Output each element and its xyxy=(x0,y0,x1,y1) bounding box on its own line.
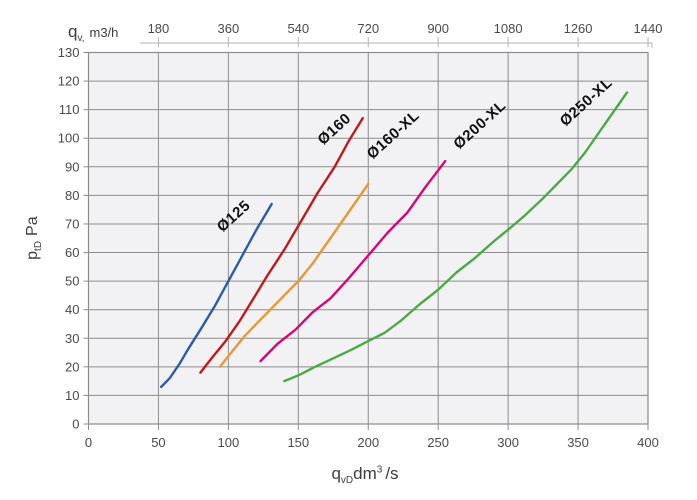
y-axis-title: ptD Pa xyxy=(24,178,44,298)
y-tick-label: 90 xyxy=(65,159,79,174)
x-axis-title: qvDdm3/s xyxy=(265,464,465,486)
x-tick-label: 150 xyxy=(287,435,309,450)
curve-Ø200-XL xyxy=(259,159,447,363)
x-tick-label: 300 xyxy=(497,435,519,450)
top-tick-label: 900 xyxy=(427,21,449,36)
top-axis-subscript: v, xyxy=(77,33,85,45)
y-tick-label: 20 xyxy=(65,359,79,374)
y-tick-label: 30 xyxy=(65,331,79,346)
y-tick-label: 110 xyxy=(59,102,80,117)
x-axis-unit-tail: /s xyxy=(385,464,399,483)
x-tick-label: 50 xyxy=(151,435,165,450)
top-axis-unit: m3/h xyxy=(89,25,119,40)
top-tick-label: 540 xyxy=(287,21,309,36)
x-tick-label: 100 xyxy=(218,435,240,450)
y-axis-symbol: p xyxy=(23,250,41,260)
top-tick-label: 1440 xyxy=(634,21,663,36)
curve-Ø160-XL xyxy=(218,182,370,368)
x-axis-subscript: vD xyxy=(340,475,354,487)
top-tick-label: 1080 xyxy=(494,21,523,36)
y-tick-label: 0 xyxy=(72,417,79,432)
x-tick-label: 350 xyxy=(567,435,589,450)
curve-Ø250-XL xyxy=(283,91,629,383)
y-tick-label: 40 xyxy=(65,302,79,317)
y-axis-unit: Pa xyxy=(23,216,41,236)
x-tick-label: 0 xyxy=(85,435,92,450)
top-tick-label: 180 xyxy=(148,21,170,36)
y-tick-label: 10 xyxy=(65,388,79,403)
y-tick-label: 70 xyxy=(65,216,79,231)
x-axis-unit-base: dm xyxy=(353,464,377,483)
y-axis-subscript: tD xyxy=(33,240,45,251)
top-axis-title: qv, m3/h xyxy=(68,22,118,44)
y-tick-label: 60 xyxy=(65,245,79,260)
top-tick-label: 1260 xyxy=(564,21,593,36)
y-tick-label: 120 xyxy=(58,74,80,89)
top-axis-symbol: q xyxy=(68,22,78,41)
top-tick-label: 360 xyxy=(218,21,240,36)
curve-Ø160 xyxy=(199,116,364,374)
y-tick-label: 80 xyxy=(65,188,79,203)
y-tick-label: 50 xyxy=(65,274,79,289)
x-axis-unit-exponent: 3 xyxy=(376,464,383,476)
curve-Ø125 xyxy=(159,202,273,389)
x-tick-label: 400 xyxy=(637,435,659,450)
x-tick-label: 200 xyxy=(357,435,379,450)
x-tick-label: 250 xyxy=(427,435,449,450)
y-tick-label: 100 xyxy=(58,131,80,146)
x-axis-symbol: q xyxy=(331,464,341,483)
top-tick-label: 720 xyxy=(357,21,379,36)
y-tick-label: 130 xyxy=(58,45,80,60)
